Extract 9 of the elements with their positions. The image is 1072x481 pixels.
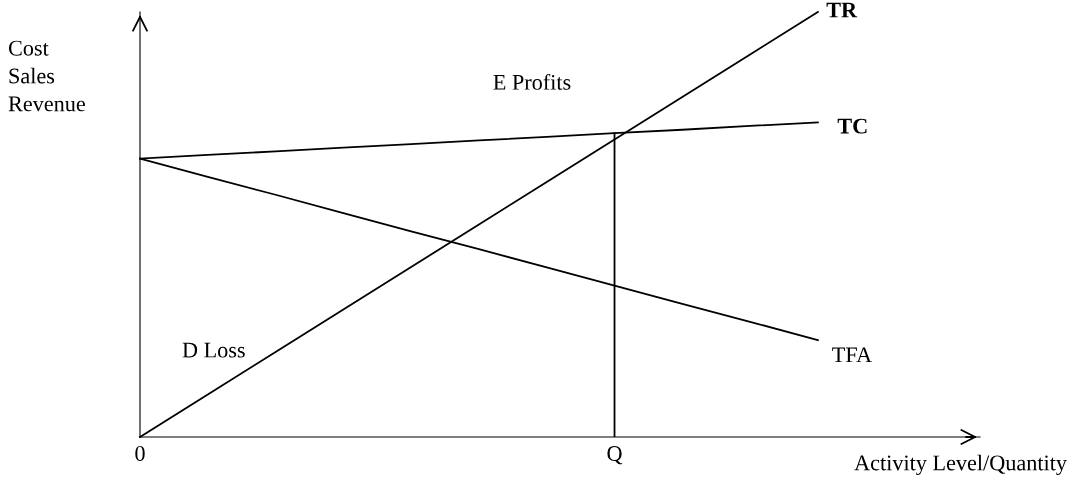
x-axis-title: Activity Level/Quantity <box>854 454 1067 475</box>
x-tick-label: Q <box>607 446 623 465</box>
annotation: D Loss <box>182 342 245 358</box>
x-tick-label: 0 <box>135 445 145 461</box>
series-label: TR <box>826 2 858 18</box>
y-axis-title: Cost Sales Revenue <box>8 40 85 112</box>
series-label: TC <box>837 118 867 134</box>
annotation: E Profits <box>493 73 571 90</box>
series-label: TFA <box>832 347 872 363</box>
